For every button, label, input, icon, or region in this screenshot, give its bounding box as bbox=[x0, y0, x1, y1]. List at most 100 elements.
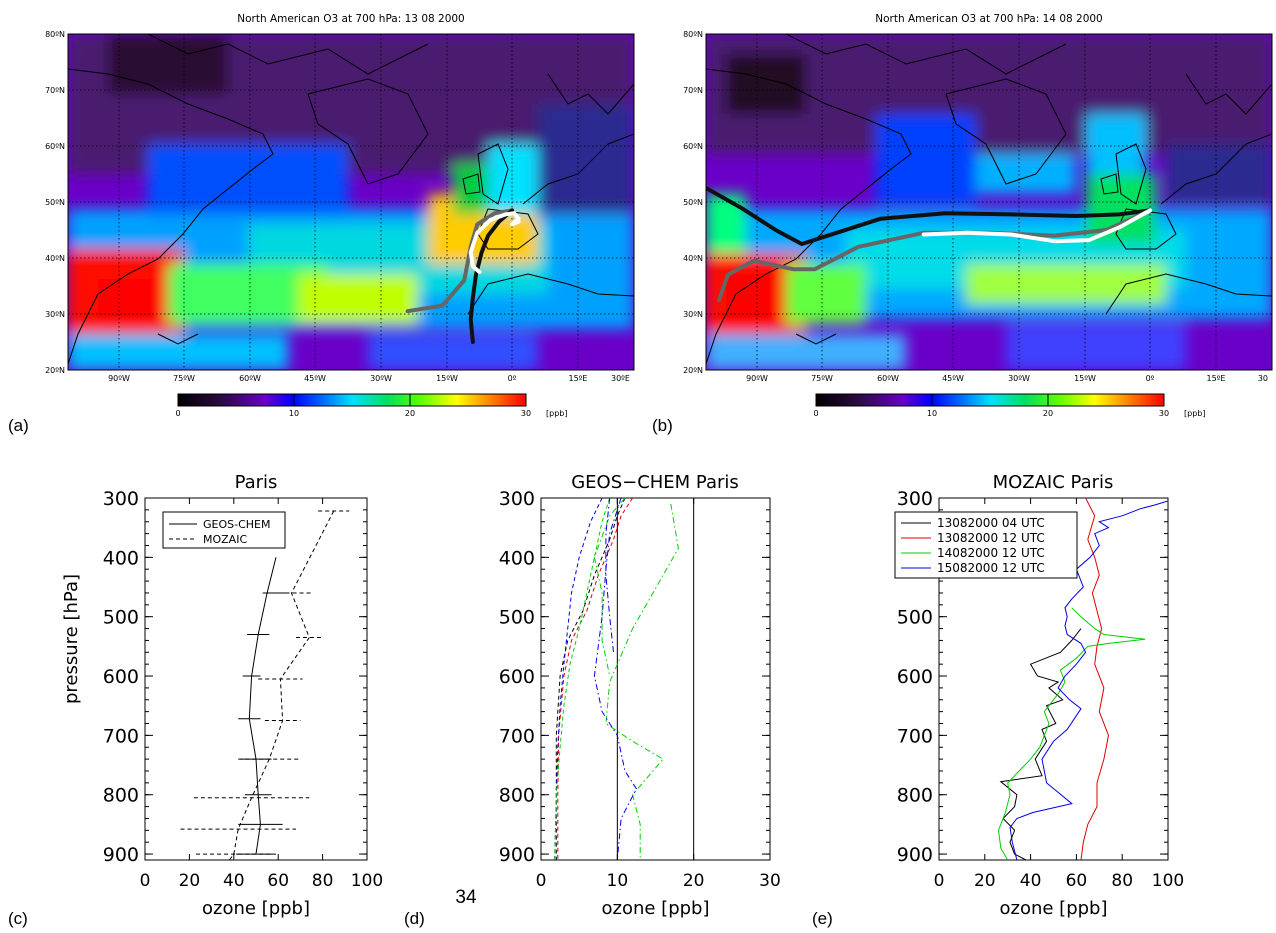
series-line bbox=[605, 503, 679, 860]
lon-label: 0º bbox=[1146, 374, 1155, 383]
lat-label: 80ºN bbox=[683, 30, 703, 39]
plot-frame bbox=[144, 497, 368, 861]
colorbar-tick: 20 bbox=[1043, 409, 1053, 418]
x-tick-label: 80 bbox=[1111, 871, 1133, 891]
lat-label: 30ºN bbox=[45, 310, 65, 319]
lat-label: 20ºN bbox=[45, 366, 65, 375]
chart-title: GEOS−CHEM Paris bbox=[571, 472, 739, 493]
page-number: 34 bbox=[455, 887, 477, 908]
x-tick-label: 100 bbox=[1152, 871, 1184, 891]
chart-title: Paris bbox=[235, 472, 278, 493]
y-tick-label: 800 bbox=[103, 785, 139, 807]
x-tick-label: 20 bbox=[974, 871, 996, 891]
panel-label: (b) bbox=[652, 416, 673, 435]
plot-area bbox=[997, 498, 1168, 860]
panel-label: (d) bbox=[404, 909, 425, 928]
series-line bbox=[997, 607, 1146, 860]
y-tick-label: 900 bbox=[897, 844, 933, 866]
lon-label: 0º bbox=[508, 374, 517, 383]
series-line bbox=[554, 498, 611, 860]
trajectory-line bbox=[717, 208, 1153, 302]
lat-label: 60ºN bbox=[683, 142, 703, 151]
lon-label: 15ºE bbox=[568, 374, 587, 383]
x-tick-label: 60 bbox=[267, 871, 289, 891]
x-tick-label: 10 bbox=[607, 871, 629, 891]
lat-label: 70ºN bbox=[683, 86, 703, 95]
x-tick-label: 30 bbox=[759, 871, 781, 891]
panel-label: (c) bbox=[8, 909, 28, 928]
x-tick-label: 0 bbox=[934, 871, 945, 891]
series-line bbox=[557, 498, 634, 860]
y-tick-label: 500 bbox=[103, 607, 139, 629]
y-tick-label: 900 bbox=[499, 844, 535, 866]
profile-panel-d: GEOS−CHEM Paris 0 10 20 30 ozone [ppb] 300 400 5… bbox=[499, 472, 781, 919]
trajectories bbox=[706, 186, 1153, 302]
lon-label: 15ºW bbox=[436, 374, 458, 383]
x-tick-label: 20 bbox=[683, 871, 705, 891]
colorbar: 0 10 20 30 [ppb] bbox=[175, 393, 567, 418]
lon-label: 30ºW bbox=[1008, 374, 1030, 383]
y-tick-label: 400 bbox=[499, 547, 535, 569]
series-line bbox=[554, 498, 603, 860]
series-line bbox=[1080, 498, 1110, 860]
y-tick-label: 600 bbox=[499, 666, 535, 688]
latitude-labels: 20ºN 30ºN 40ºN 50ºN 60ºN 70ºN 80ºN bbox=[45, 30, 65, 375]
x-tick-label: 80 bbox=[312, 871, 334, 891]
colorbar-tick: 10 bbox=[289, 409, 299, 418]
y-tick-label: 600 bbox=[103, 666, 139, 688]
ozone-field bbox=[68, 34, 634, 370]
series-line bbox=[555, 498, 626, 860]
lon-label: 15ºE bbox=[1206, 374, 1225, 383]
lon-label: 30ºE bbox=[611, 374, 630, 383]
map-panel-b: North American O3 at 700 hPa: 14 08 2000 bbox=[683, 13, 1273, 418]
lat-label: 50ºN bbox=[45, 198, 65, 207]
colorbar-tick: 0 bbox=[175, 409, 180, 418]
y-tick-label: 400 bbox=[103, 547, 139, 569]
x-axis-label: ozone [ppb] bbox=[1000, 898, 1108, 919]
ozone-field bbox=[706, 34, 1272, 370]
lat-label: 50ºN bbox=[683, 198, 703, 207]
plot-area bbox=[180, 510, 350, 860]
lon-label: 30ºW bbox=[370, 374, 392, 383]
trajectory-line bbox=[468, 208, 515, 344]
x-axis-label: ozone [ppb] bbox=[602, 898, 710, 919]
lon-label: 75ºW bbox=[811, 374, 833, 383]
plot-area bbox=[554, 498, 695, 860]
colorbar-tick: 0 bbox=[813, 409, 818, 418]
legend-label: 14082000 12 UTC bbox=[937, 546, 1045, 560]
lat-label: 40ºN bbox=[45, 254, 65, 263]
x-tick-label: 40 bbox=[223, 871, 245, 891]
series-line bbox=[228, 510, 335, 860]
y-tick-label: 500 bbox=[499, 607, 535, 629]
profile-panel-c: Paris 0 20 40 60 80 100 ozone [ppb] 300 400 500 600… bbox=[61, 472, 383, 919]
y-tick-label: 600 bbox=[897, 666, 933, 688]
series-line bbox=[605, 498, 614, 653]
map-title: North American O3 at 700 hPa: 14 08 2000 bbox=[875, 13, 1103, 25]
plot-frame bbox=[540, 497, 771, 861]
lat-label: 30ºN bbox=[683, 310, 703, 319]
lon-label: 60ºW bbox=[239, 374, 261, 383]
lon-label: 45ºW bbox=[304, 374, 326, 383]
chart-title: MOZAIC Paris bbox=[993, 472, 1114, 493]
series-line bbox=[593, 498, 626, 677]
y-tick-label: 700 bbox=[103, 725, 139, 747]
plot-frame bbox=[938, 497, 1169, 861]
coastlines bbox=[68, 34, 634, 365]
lon-label: 45ºW bbox=[942, 374, 964, 383]
graticule bbox=[706, 34, 1272, 370]
lon-label: 90ºW bbox=[108, 374, 130, 383]
legend-label: 13082000 04 UTC bbox=[937, 516, 1045, 530]
x-tick-label: 60 bbox=[1066, 871, 1088, 891]
x-axis-label: ozone [ppb] bbox=[202, 898, 310, 919]
graticule bbox=[68, 34, 634, 370]
y-tick-label: 500 bbox=[897, 607, 933, 629]
longitude-labels: 90ºW 75ºW 60ºW 45ºW 30ºW 15ºW 0º 15ºE 30 bbox=[746, 374, 1268, 383]
trajectories bbox=[405, 208, 521, 344]
legend-label: GEOS-CHEM bbox=[203, 518, 270, 531]
legend-label: 13082000 12 UTC bbox=[937, 531, 1045, 545]
x-tick-label: 0 bbox=[536, 871, 547, 891]
colorbar-tick: 10 bbox=[927, 409, 937, 418]
y-axis-label: pressure [hPa] bbox=[61, 574, 82, 704]
series-line bbox=[1009, 500, 1168, 860]
